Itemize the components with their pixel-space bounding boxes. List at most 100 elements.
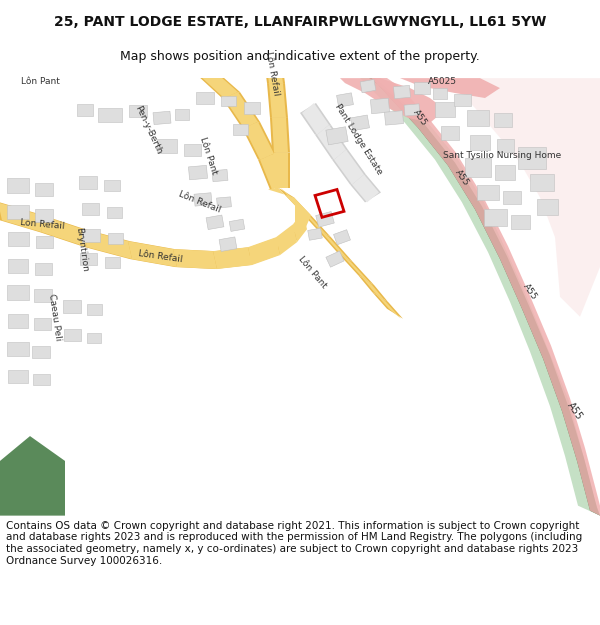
Polygon shape [7,286,29,301]
Polygon shape [270,118,290,152]
Polygon shape [337,93,353,107]
Polygon shape [308,228,322,240]
Polygon shape [293,211,307,242]
Polygon shape [157,139,177,152]
Polygon shape [467,110,489,126]
Polygon shape [414,82,430,94]
Polygon shape [244,102,260,114]
Text: Lon Refail: Lon Refail [19,218,65,231]
Polygon shape [242,122,276,159]
Polygon shape [248,238,280,265]
Polygon shape [170,68,213,73]
Polygon shape [272,152,290,188]
Polygon shape [188,166,208,180]
Polygon shape [334,150,364,184]
Polygon shape [374,292,401,319]
Polygon shape [441,126,459,140]
Polygon shape [85,229,130,259]
Polygon shape [495,165,515,180]
Polygon shape [297,206,329,238]
Polygon shape [511,216,530,229]
Polygon shape [221,96,235,106]
Polygon shape [32,374,49,385]
Polygon shape [104,180,120,191]
Polygon shape [352,174,379,203]
Polygon shape [484,209,506,226]
Polygon shape [35,183,53,196]
Polygon shape [8,314,28,328]
Polygon shape [250,188,311,265]
Polygon shape [63,301,81,313]
Polygon shape [400,78,500,98]
Polygon shape [229,219,245,231]
Polygon shape [340,78,445,123]
Text: Sant Tysilio Nursing Home: Sant Tysilio Nursing Home [443,151,561,160]
Polygon shape [503,191,521,204]
Polygon shape [332,150,366,184]
Polygon shape [295,211,305,242]
Polygon shape [86,304,101,315]
Polygon shape [278,188,311,216]
Polygon shape [265,68,285,83]
Polygon shape [280,188,309,216]
Polygon shape [184,144,200,156]
Polygon shape [219,237,237,251]
Polygon shape [34,289,52,302]
Polygon shape [404,104,420,116]
Polygon shape [430,78,600,317]
Polygon shape [0,202,42,232]
Polygon shape [7,206,29,219]
Polygon shape [32,346,50,358]
Text: Pant Lodge Estate: Pant Lodge Estate [332,102,383,177]
Polygon shape [497,139,514,152]
Polygon shape [300,103,331,135]
Text: Lôn Refail: Lôn Refail [178,190,223,215]
Polygon shape [337,252,374,285]
Polygon shape [8,370,28,383]
Polygon shape [0,202,40,232]
Text: Contains OS data © Crown copyright and database right 2021. This information is : Contains OS data © Crown copyright and d… [6,521,582,566]
Polygon shape [258,154,288,189]
Text: Lôn Refail: Lôn Refail [137,249,182,264]
Polygon shape [326,127,348,145]
Text: Lôn Refail: Lôn Refail [264,51,280,96]
Polygon shape [195,68,240,98]
Polygon shape [316,211,334,227]
Polygon shape [315,125,348,159]
Polygon shape [385,111,404,125]
Polygon shape [98,108,122,122]
Polygon shape [317,125,346,159]
Polygon shape [317,228,351,262]
Polygon shape [0,436,65,516]
Polygon shape [530,174,554,191]
Polygon shape [278,224,295,255]
Text: A55: A55 [565,401,584,422]
Polygon shape [334,230,350,245]
Polygon shape [465,158,491,177]
Polygon shape [372,73,600,516]
Text: Bryntirion: Bryntirion [74,226,89,272]
Polygon shape [8,259,28,273]
Polygon shape [104,257,119,268]
Polygon shape [40,214,85,247]
Polygon shape [470,135,490,150]
Polygon shape [260,154,286,189]
Polygon shape [339,252,372,285]
Polygon shape [82,203,98,216]
Polygon shape [35,263,52,275]
Polygon shape [213,247,252,269]
Polygon shape [340,78,600,516]
Polygon shape [168,68,211,73]
Polygon shape [435,102,455,118]
Polygon shape [35,209,53,222]
Polygon shape [272,118,288,152]
Text: 25, PANT LODGE ESTATE, LLANFAIRPWLLGWYNGYLL, LL61 5YW: 25, PANT LODGE ESTATE, LLANFAIRPWLLGWYNG… [54,15,546,29]
Polygon shape [518,147,546,169]
Polygon shape [128,241,177,267]
Polygon shape [79,253,97,265]
Polygon shape [35,236,53,248]
Text: Caeau Peli: Caeau Peli [47,292,63,341]
Polygon shape [350,174,381,203]
Polygon shape [196,91,214,104]
Polygon shape [82,229,100,242]
